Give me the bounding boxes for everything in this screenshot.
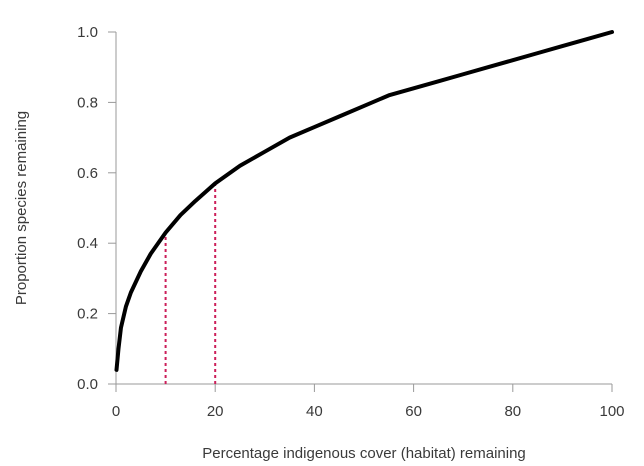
series-line xyxy=(114,30,614,372)
x-tick-label: 20 xyxy=(207,403,224,420)
x-axis-title: Percentage indigenous cover (habitat) re… xyxy=(202,445,526,462)
y-tick-label: 0.8 xyxy=(77,94,98,111)
y-axis-title: Proportion species remaining xyxy=(13,111,30,305)
x-tick-label: 60 xyxy=(405,403,422,420)
x-ticks: 0 20 40 60 80 100 xyxy=(112,384,625,420)
reference-lines xyxy=(164,183,217,384)
x-tick-label: 40 xyxy=(306,403,323,420)
y-tick-label: 0.2 xyxy=(77,306,98,323)
y-tick-label: 0.0 xyxy=(77,376,98,393)
axes xyxy=(108,32,612,385)
x-tick-label: 80 xyxy=(504,403,521,420)
y-tick-label: 1.0 xyxy=(77,24,98,41)
y-tick-label: 0.4 xyxy=(77,235,98,252)
x-tick-label: 100 xyxy=(599,403,624,420)
y-ticks: 0.0 0.2 0.4 0.6 0.8 1.0 xyxy=(77,24,116,393)
x-tick-label: 0 xyxy=(112,403,120,420)
y-tick-label: 0.6 xyxy=(77,165,98,182)
